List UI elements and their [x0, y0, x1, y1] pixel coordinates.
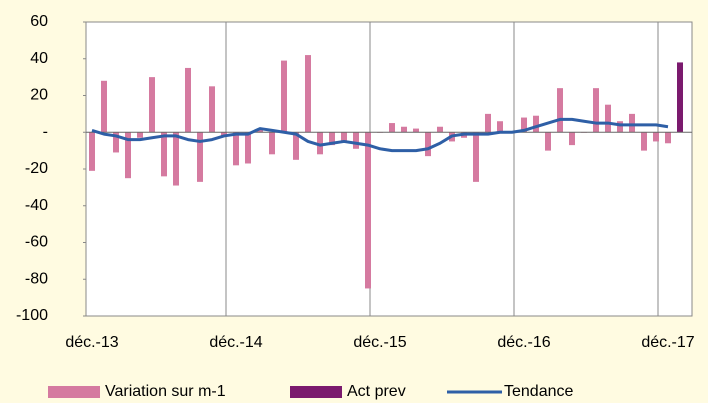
- y-tick-label: -60: [25, 234, 48, 251]
- bar: [221, 132, 227, 136]
- x-tick-label: déc.-14: [209, 334, 262, 351]
- bar: [353, 132, 359, 149]
- legend-label: Act prev: [347, 383, 406, 400]
- bar: [521, 117, 527, 133]
- bar: [593, 88, 599, 133]
- bar: [677, 62, 683, 133]
- legend-label: Variation sur m-1: [105, 383, 226, 400]
- bar: [545, 132, 551, 151]
- x-tick-label: déc.-13: [65, 334, 118, 351]
- legend-swatch: [48, 386, 100, 398]
- bar: [125, 132, 131, 179]
- bar: [149, 77, 155, 133]
- bar: [113, 132, 119, 153]
- bar: [497, 121, 503, 133]
- legend-label: Tendance: [504, 383, 573, 400]
- bar: [173, 132, 179, 186]
- y-tick-label: 40: [30, 50, 48, 67]
- bar: [341, 132, 347, 142]
- bar: [653, 132, 659, 142]
- bar: [137, 132, 143, 138]
- bar: [437, 126, 443, 133]
- bar: [305, 55, 311, 133]
- bar: [185, 67, 191, 133]
- bar: [413, 128, 419, 133]
- bar: [605, 104, 611, 133]
- bar: [329, 132, 335, 146]
- bar: [257, 128, 263, 133]
- y-tick-label: -100: [16, 307, 48, 324]
- bar: [161, 132, 167, 177]
- y-tick-label: -20: [25, 160, 48, 177]
- bar: [389, 123, 395, 133]
- bar: [569, 132, 575, 146]
- bar: [293, 132, 299, 160]
- bar: [233, 132, 239, 166]
- bar: [269, 132, 275, 155]
- bar: [317, 132, 323, 155]
- bar: [197, 132, 203, 182]
- bar: [641, 132, 647, 151]
- x-tick-label: déc.-16: [497, 334, 550, 351]
- bar: [101, 80, 107, 133]
- y-tick-label: -40: [25, 197, 48, 214]
- bar: [281, 60, 287, 133]
- x-tick-label: déc.-15: [353, 334, 406, 351]
- bar: [485, 113, 491, 133]
- bar: [365, 132, 371, 289]
- trend-line: [91, 117, 669, 153]
- bar: [629, 113, 635, 133]
- bar: [665, 132, 671, 144]
- y-tick-label: -: [43, 123, 48, 140]
- bar: [89, 132, 95, 171]
- bar: [533, 115, 539, 133]
- y-tick-label: 60: [30, 13, 48, 30]
- bar: [473, 132, 479, 182]
- x-tick-label: déc.-17: [641, 334, 694, 351]
- y-tick-label: -80: [25, 270, 48, 287]
- bar: [245, 132, 251, 164]
- bar: [557, 88, 563, 133]
- y-tick-label: 20: [30, 87, 48, 104]
- bar: [209, 86, 215, 133]
- bar: [401, 126, 407, 133]
- legend-swatch: [290, 386, 342, 398]
- bar: [617, 121, 623, 133]
- bar: [425, 132, 431, 157]
